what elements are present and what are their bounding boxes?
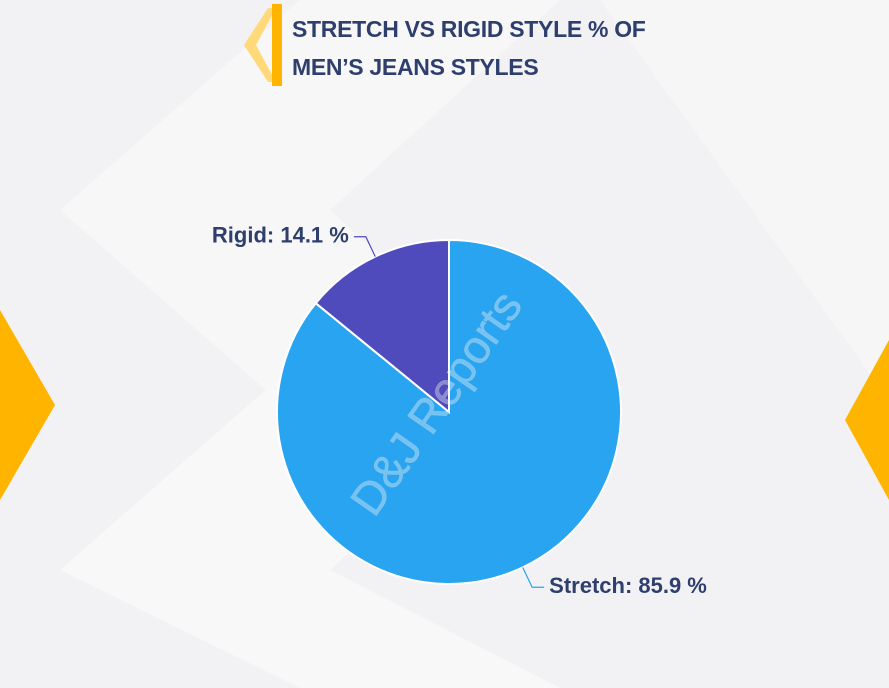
data-label: Rigid: 14.1 % [212, 223, 349, 248]
pie-slice [276, 238, 622, 585]
title-bar [272, 4, 282, 86]
left-chevron [0, 310, 55, 500]
leader-line [353, 236, 376, 257]
leader-line [522, 567, 545, 588]
title-chevron [244, 8, 276, 82]
data-label: Stretch: 85.9 % [549, 573, 707, 598]
right-chevron [845, 340, 889, 500]
chart-title: STRETCH VS RIGID STYLE % OF MEN’S JEANS … [292, 16, 646, 80]
background-shape [600, 0, 889, 400]
